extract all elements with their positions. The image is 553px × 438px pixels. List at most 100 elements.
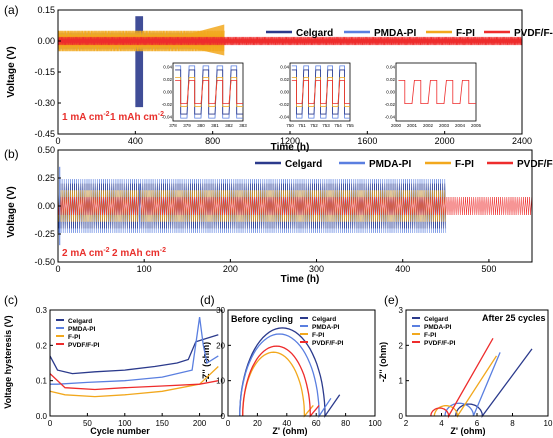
b-xlabel: Time (h) (281, 274, 320, 285)
a-inset-1-yticklabel-0: 0.04 (163, 65, 172, 70)
c-ytick-ticklabel-1: 0.1 (36, 377, 48, 386)
b-ylabel: Voltage (V) (6, 186, 17, 237)
c-ytick-ticklabel-3: 0.3 (36, 306, 48, 315)
a-legend-label-2: F-PI (456, 28, 475, 39)
a-xtick-ticklabel-6: 2400 (512, 136, 532, 146)
d-xtick-ticklabel-0: 0 (226, 419, 231, 428)
d-legend-label-1: PMDA-PI (312, 324, 340, 331)
c-xtick-ticklabel-2: 100 (118, 419, 132, 428)
b-ytick-ticklabel-1: 0.25 (37, 173, 55, 183)
a-inset-1-yticklabel-1: 0.02 (163, 77, 172, 82)
b-ytick-ticklabel-0: 0.50 (37, 145, 55, 155)
b-ytick-ticklabel-4: -0.50 (34, 257, 55, 267)
c-xtick-ticklabel-4: 200 (193, 419, 207, 428)
e-xlabel: Z' (ohm) (450, 426, 485, 436)
a-inset-3-xticklabel-4: 2004 (455, 123, 466, 128)
b-legend-label-0: Celgard (285, 159, 322, 170)
e-legend-label-3: PVDF/F-PI (424, 340, 456, 347)
c-ytick-ticklabel-0: 0.0 (36, 412, 48, 421)
c-series-3 (49, 373, 219, 391)
a-inset-3-yticklabel-3: -0.02 (385, 102, 396, 107)
a-inset-3-yticklabel-0: 0.04 (386, 65, 395, 70)
e-xtick-ticklabel-1: 4 (439, 419, 444, 428)
b-legend-label-1: PMDA-PI (369, 159, 411, 170)
a-inset-2-yticklabel-0: 0.04 (280, 65, 289, 70)
b-legend-label-3: PVDF/F-PI (517, 159, 553, 170)
e-ytick-ticklabel-2: 2 (399, 341, 404, 350)
c-xlabel: Cycle number (90, 426, 150, 436)
e-legend-label-1: PMDA-PI (424, 324, 452, 331)
a-annotation-current: 1 mA cm-2 (62, 111, 110, 123)
b-xtick-ticklabel-2: 200 (223, 264, 238, 274)
d-ytick-ticklabel-2: 20 (216, 341, 225, 350)
c-series-2 (49, 366, 219, 398)
a-inset-1-series-3 (175, 80, 243, 104)
e-series-3 (430, 337, 494, 419)
c-xtick-ticklabel-3: 150 (155, 419, 169, 428)
a-inset-2-xticklabel-0: 750 (286, 123, 294, 128)
d-ytick-ticklabel-0: 0 (221, 412, 226, 421)
d-xtick-ticklabel-3: 60 (312, 419, 321, 428)
d-ytick-ticklabel-3: 30 (216, 306, 225, 315)
a-inset-2-series-3 (291, 80, 350, 104)
b-xtick-ticklabel-4: 400 (395, 264, 410, 274)
a-inset-2-xticklabel-2: 752 (310, 123, 318, 128)
c-xtick-ticklabel-0: 0 (48, 419, 53, 428)
e-ytick-ticklabel-1: 1 (399, 377, 404, 386)
a-inset-2-xticklabel-1: 751 (298, 123, 306, 128)
a-xtick-ticklabel-1: 400 (128, 136, 143, 146)
d-series-1 (239, 333, 332, 419)
a-series-celgard-spike (135, 16, 144, 108)
e-xtick-ticklabel-4: 10 (544, 419, 553, 428)
b-series-pvdf-f-pi (57, 196, 532, 216)
d-xtick-ticklabel-2: 40 (282, 419, 291, 428)
b-ytick-ticklabel-3: -0.25 (34, 229, 55, 239)
c-plot-frame (49, 309, 223, 417)
a-annotation-capacity: 1 mAh cm-2 (110, 111, 164, 123)
b-ytick-ticklabel-2: 0.00 (37, 201, 55, 211)
e-xtick-ticklabel-3: 8 (510, 419, 515, 428)
a-inset-3-yticklabel-2: 0.00 (386, 90, 395, 95)
panel-label-e: (e) (384, 293, 399, 307)
e-ytick-ticklabel-0: 0 (399, 412, 404, 421)
d-xtick-ticklabel-4: 80 (341, 419, 350, 428)
c-xtick-ticklabel-1: 50 (83, 419, 92, 428)
a-xtick-ticklabel-4: 1600 (357, 136, 377, 146)
a-ytick-ticklabel-1: 0.00 (37, 36, 55, 46)
c-legend-label-1: PMDA-PI (68, 326, 96, 333)
d-legend-label-2: F-PI (312, 332, 324, 339)
a-inset-3-series-0 (398, 80, 476, 104)
b-xtick-ticklabel-0: 0 (55, 264, 60, 274)
a-inset-1-xticklabel-0: 378 (169, 123, 177, 128)
a-legend-label-3: PVDF/F-PI (514, 28, 553, 39)
a-inset-2-frame (289, 62, 351, 122)
a-legend-label-0: Celgard (296, 28, 333, 39)
d-xlabel: Z' (ohm) (272, 426, 307, 436)
e-title: After 25 cycles (482, 313, 546, 323)
d-legend-label-0: Celgard (312, 316, 336, 323)
c-legend-label-2: F-PI (68, 334, 80, 341)
a-ytick-ticklabel-3: -0.30 (34, 98, 55, 108)
a-inset-3-xticklabel-5: 2005 (471, 123, 482, 128)
a-inset-2-yticklabel-4: -0.04 (279, 115, 290, 120)
a-inset-1-xticklabel-2: 380 (197, 123, 205, 128)
e-legend-label-0: Celgard (424, 316, 448, 323)
e-series-0 (455, 348, 533, 418)
a-xlabel: Time (h) (271, 142, 310, 153)
a-inset-1-yticklabel-3: -0.02 (162, 102, 173, 107)
a-inset-1-xticklabel-5: 383 (239, 123, 247, 128)
c-series-1 (50, 317, 219, 385)
b-xtick-ticklabel-3: 300 (309, 264, 324, 274)
e-legend-label-2: F-PI (424, 332, 436, 339)
panel-label-c: (c) (4, 293, 18, 307)
a-xtick-ticklabel-0: 0 (55, 136, 60, 146)
e-series-2 (433, 355, 498, 418)
a-inset-1-xticklabel-3: 381 (211, 123, 219, 128)
a-ytick-ticklabel-4: -0.45 (34, 129, 55, 139)
a-inset-2-xticklabel-4: 754 (334, 123, 342, 128)
e-ytick-ticklabel-3: 3 (399, 306, 404, 315)
a-inset-3-frame (395, 62, 477, 122)
a-inset-3-xticklabel-3: 2003 (439, 123, 450, 128)
d-plot-frame (227, 309, 376, 417)
